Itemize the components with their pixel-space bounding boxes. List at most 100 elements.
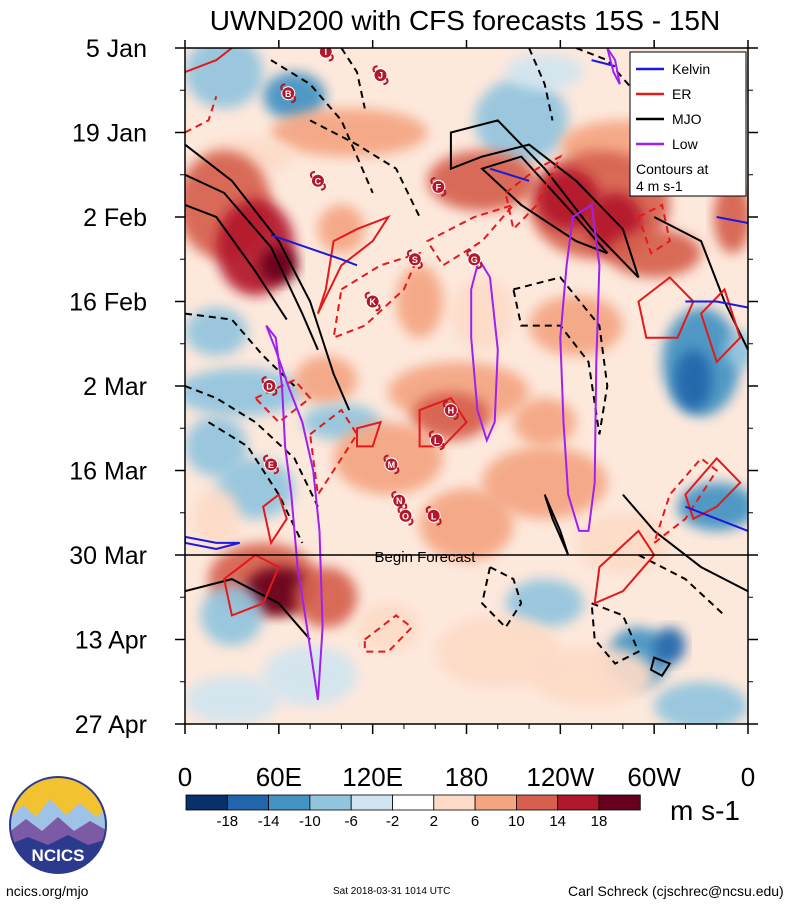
storm-arm-icon [320,183,326,191]
er-contour [699,287,742,364]
storm-marker: C [309,170,326,191]
x-tick-label: 120E [342,762,403,792]
legend: Kelvin ER MJO Low Contours at 4 m s-1 [629,51,747,197]
colorbar-tick-label: -6 [345,813,358,830]
mjo-contour [649,656,672,678]
colorbar-swatch [268,794,311,811]
mjo-contour [185,203,288,321]
anomaly-patch [294,567,358,628]
colorbar-tick-label: 6 [471,813,479,830]
storm-marker: K [364,291,381,312]
storm-marker-icon [467,252,482,267]
anomaly-patch [185,416,248,477]
y-tick-label: 2 Feb [83,204,147,232]
er-contour [637,276,695,339]
mjo-contour [480,155,609,255]
mjo-contour [340,48,366,109]
legend-note-line2: 4 m s-1 [636,178,683,194]
y-axis: 5 Jan 19 Jan 2 Feb 16 Feb 2 Mar 16 Mar 30 Mar 1… [69,35,758,739]
storm-arm-icon [364,291,370,300]
storm-marker-icon [431,179,446,194]
er-contour [637,203,671,255]
storm-marker-label: E [268,460,274,470]
storm-marker-icon [310,173,325,188]
storm-marker: E [263,454,279,475]
ncics-logo: NCICS [9,776,107,874]
mjo-contour [622,493,748,593]
storm-marker-icon [281,86,296,101]
storm-arm-icon [261,376,267,384]
legend-box [629,51,747,197]
colorbar-swatch [598,794,641,811]
y-tick-label: 16 Mar [69,458,147,486]
storm-arm-icon [383,77,389,86]
colorbar-tick-label: -2 [386,813,399,830]
storm-marker: S [406,249,423,270]
storm-marker-label: J [378,71,383,81]
kelvin-contour [685,300,748,309]
storm-marker-label: H [448,406,455,416]
storm-marker-icon [443,403,458,418]
er-contour [332,251,422,340]
anomaly-patch [271,108,428,157]
storm-marker-label: F [436,182,442,192]
legend-label: Low [672,136,699,152]
anomaly-patch [713,180,748,254]
filtered-contours [185,48,748,701]
storm-markers: I J B C F S G K D H L E M NO L [261,48,483,526]
er-contour [356,420,383,448]
footer-site[interactable]: ncics.org/mjo [6,883,89,899]
storm-arm-icon [439,442,445,451]
anomaly-patch [654,627,686,664]
x-tick-label: 60W [627,762,681,792]
anomaly-patch [185,48,264,109]
storm-marker-icon [262,379,277,393]
colorbar-swatch [350,794,393,811]
legend-label: ER [672,86,691,102]
forecast-label: Begin Forecast [375,549,477,566]
colorbar-swatch [392,794,435,811]
kelvin-contour [685,505,748,532]
er-contour [652,457,719,546]
storm-arm-icon [397,505,403,514]
colorbar-tick-label: 18 [591,813,608,830]
anomaly-patch [505,54,584,91]
y-tick-label: 16 Feb [69,289,147,317]
logo-text: NCICS [32,846,85,865]
er-contour [593,529,656,605]
storm-arm-icon [406,249,413,257]
anomaly-patch [575,512,670,574]
mjo-contour [185,385,319,508]
storm-arm-icon [408,518,414,526]
storm-marker-icon [398,508,413,523]
storm-marker-label: O [402,511,409,521]
footer-author: Carl Schreck (cjschrec@ncsu.edu) [568,883,784,899]
mjo-contour [638,554,726,617]
er-contour [504,154,563,232]
mjo-contour [185,143,351,411]
mjo-contour [185,173,319,351]
storm-arm-icon [291,95,297,104]
x-tick-label: 60E [256,762,302,792]
anomaly-patch [435,615,561,688]
er-contour [185,95,218,134]
er-contour [316,214,391,315]
colorbar-tick-label: -18 [216,813,238,830]
storm-arm-icon [442,400,449,408]
anomaly-patch [419,488,514,562]
kelvin-contour [270,234,358,267]
storm-marker: D [261,376,278,396]
low-contour [606,48,621,85]
mjo-contour [270,59,374,194]
y-tick-label: 19 Jan [72,120,147,148]
storm-arm-icon [280,83,286,91]
anomaly-patch [607,229,702,278]
anomaly-patch [357,603,420,652]
legend-label: Kelvin [672,61,710,77]
mjo-contour [207,421,304,544]
storm-marker-label: S [412,255,418,265]
colorbar-tick-label: 10 [508,813,525,830]
x-tick-label: 0 [178,762,192,792]
storm-marker: J [372,65,389,86]
